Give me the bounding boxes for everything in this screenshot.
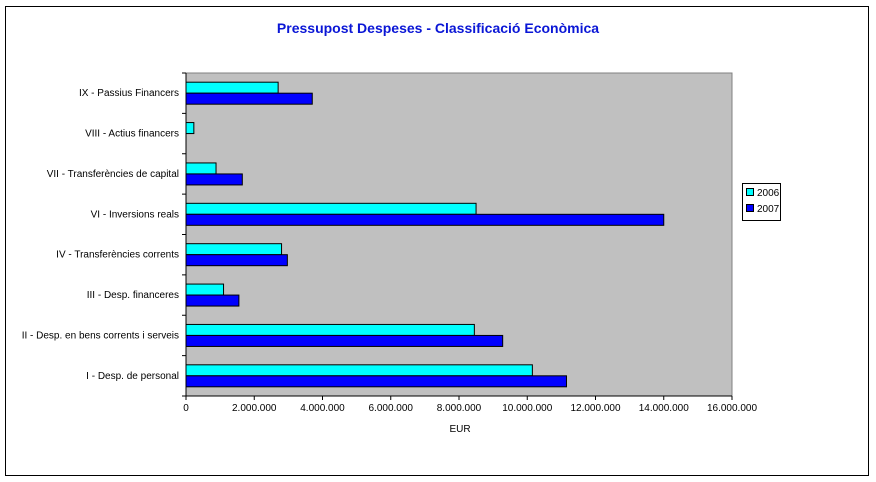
legend: 2006 2007 [742, 183, 781, 221]
bars [185, 81, 665, 388]
bar-2006-6 [185, 283, 225, 296]
legend-item-2006: 2006 [746, 188, 779, 200]
legend-label-2006: 2006 [757, 188, 780, 199]
x-tick-label: 10.000.000 [502, 403, 552, 414]
x-tick-label: 8.000.000 [437, 403, 482, 414]
x-tick-label: 16.000.000 [707, 403, 757, 414]
bar-2006-8 [185, 364, 533, 377]
x-tick-label: 0 [183, 403, 189, 414]
legend-swatch-2006 [746, 188, 754, 197]
bar-2006-5 [185, 243, 283, 256]
y-tick-label: VI - Inversions reals [91, 209, 179, 220]
x-tick-label: 14.000.000 [639, 403, 689, 414]
y-tick-label: I - Desp. de personal [86, 371, 179, 382]
y-tick-label: VII - Transferències de capital [47, 169, 179, 180]
bar-2007-1 [185, 92, 313, 105]
axes: IX - Passius Financers VIII - Actius fina… [22, 72, 757, 414]
x-tick-label: 4.000.000 [300, 403, 345, 414]
x-tick-label: 6.000.000 [369, 403, 414, 414]
x-tick-label: 2.000.000 [232, 403, 277, 414]
bar-2007-7 [185, 334, 504, 347]
y-tick-label: VIII - Actius financers [85, 129, 179, 140]
plot-background [185, 72, 733, 397]
y-tick-label: IX - Passius Financers [79, 88, 179, 99]
legend-label-2007: 2007 [757, 204, 780, 215]
legend-swatch-2007 [746, 204, 754, 213]
bar-2006-4 [185, 202, 477, 215]
y-tick-label: II - Desp. en bens corrents i serveis [22, 330, 179, 341]
bar-2006-7 [185, 323, 475, 336]
y-tick-label: III - Desp. financeres [87, 290, 179, 301]
y-tick-label: IV - Transferències corrents [56, 250, 179, 261]
chart-title: Pressupost Despeses - Classificació Econ… [276, 20, 600, 36]
legend-item-2007: 2007 [746, 204, 779, 216]
x-tick-label: 12.000.000 [570, 403, 620, 414]
bar-2006-2 [185, 122, 195, 135]
bar-2007-6 [185, 294, 240, 307]
bar-2007-3 [185, 173, 243, 186]
bar-2007-5 [185, 254, 288, 267]
plot-area [185, 72, 733, 397]
bar-2007-8 [185, 375, 567, 388]
bar-2007-4 [185, 213, 665, 226]
x-axis-label: EUR [449, 424, 470, 435]
bar-2006-1 [185, 81, 279, 94]
bar-2006-3 [185, 162, 217, 175]
